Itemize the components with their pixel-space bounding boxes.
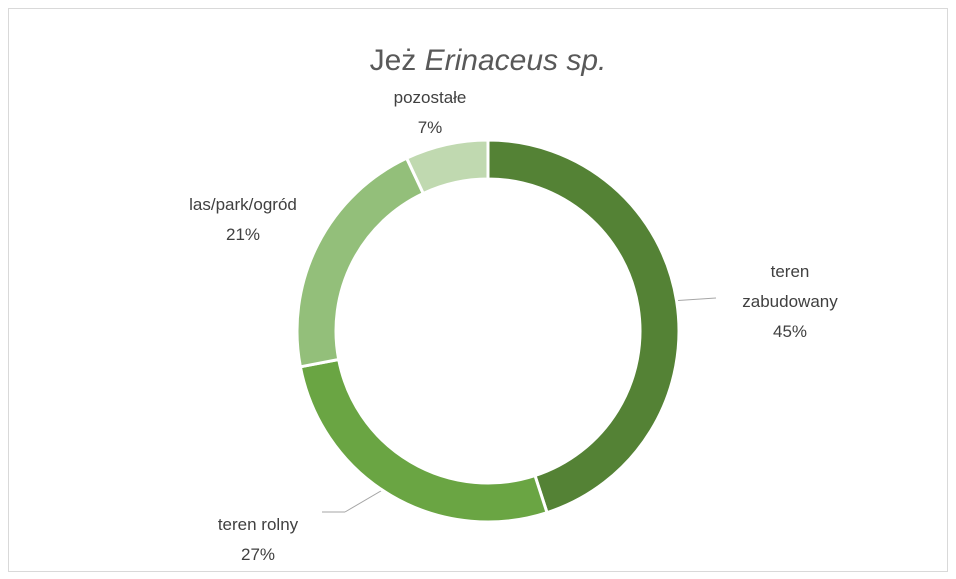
data-label: teren zabudowany 45% — [735, 257, 845, 347]
data-label: las/park/ogród 21% — [158, 190, 328, 250]
chart-title: Jeż Erinaceus sp. — [370, 44, 607, 77]
value-label: 21% — [225, 225, 261, 244]
donut-slice — [404, 138, 490, 196]
category-label: teren zabudowany — [742, 262, 838, 311]
category-label: las/park/ogród — [189, 195, 297, 214]
value-label: 45% — [772, 322, 808, 341]
data-label: pozostałe 7% — [350, 83, 510, 143]
title-italic: Erinaceus sp. — [425, 44, 607, 77]
value-label: 7% — [417, 118, 443, 137]
category-label: teren rolny — [217, 515, 299, 534]
data-label: teren rolny 27% — [178, 510, 338, 570]
chart-border — [8, 8, 948, 572]
category-label: pozostałe — [393, 88, 467, 107]
donut-slice — [486, 138, 681, 515]
value-label: 27% — [240, 545, 276, 564]
title-main: Jeż — [370, 44, 417, 77]
